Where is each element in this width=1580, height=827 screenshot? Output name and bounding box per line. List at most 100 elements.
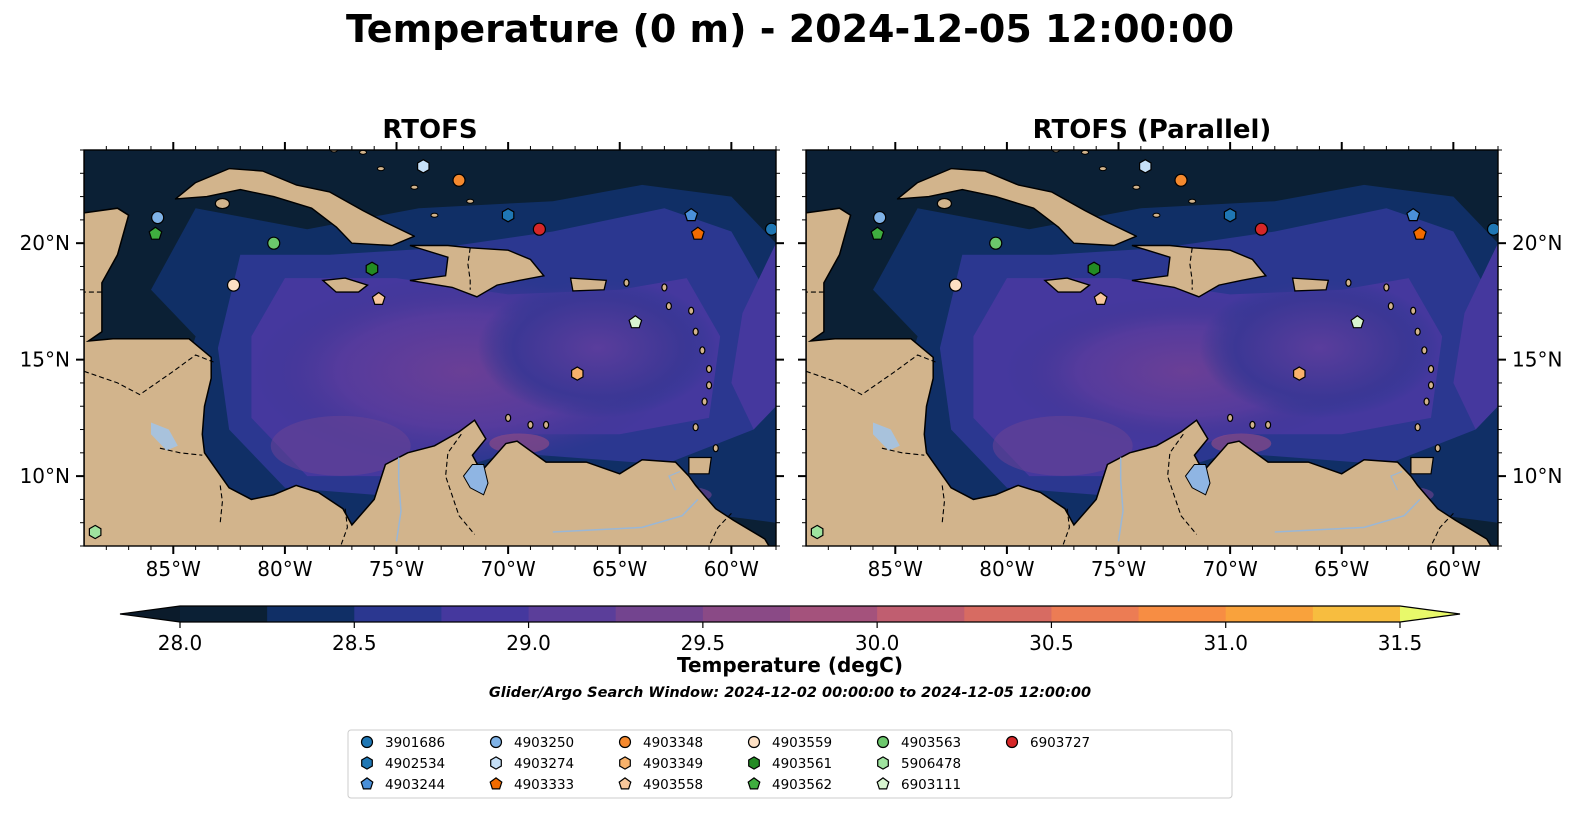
legend-entries: 3901686 4902534 4903244 4903250 4903274 49033… <box>360 735 1090 793</box>
legend-marker-6903111 <box>876 777 890 790</box>
colorbar-segment <box>790 606 878 622</box>
lake-nicaragua <box>873 422 900 451</box>
land-islet <box>1249 420 1256 429</box>
border <box>219 485 223 523</box>
y-tick-label: 20°N <box>1512 231 1562 255</box>
x-tick-label: 85°W <box>146 557 201 581</box>
x-tick-label: 60°W <box>704 557 759 581</box>
field-warm-core <box>1199 278 1440 418</box>
platform-marker-4903250 <box>873 210 887 225</box>
land-islet <box>1414 327 1421 336</box>
land-islet <box>1423 397 1430 406</box>
y-tick-label: 15°N <box>20 348 70 372</box>
colorbar-tick-label: 29.5 <box>681 631 726 655</box>
land-islet <box>623 278 630 287</box>
panel-title: RTOFS (Parallel) <box>1033 115 1272 145</box>
platform-marker-4903348 <box>452 173 466 187</box>
border <box>1430 513 1454 546</box>
land-cuba <box>896 167 1138 247</box>
legend-marker-3901686 <box>360 735 374 749</box>
land-isla-juventud <box>214 197 230 210</box>
lake-nicaragua <box>151 422 178 451</box>
border <box>1062 508 1070 546</box>
legend-label: 4903348 <box>643 735 703 751</box>
legend-label: 4903559 <box>772 735 832 751</box>
legend-entry: 6903727 <box>1005 735 1090 751</box>
field-warm-core <box>270 415 411 476</box>
land-isla-juventud <box>936 197 953 210</box>
colorbar-tick-label: 28.5 <box>332 631 377 655</box>
legend-label: 4903333 <box>514 777 574 793</box>
x-tick-label: 65°W <box>1314 557 1369 581</box>
platform-marker-4903559 <box>226 278 241 292</box>
platform-marker-5906478 <box>810 524 824 540</box>
colorbar-segment <box>180 606 268 622</box>
colorbar: 28.0 28.5 29.0 29.5 30.0 30.5 31.0 31.5 <box>119 605 1461 655</box>
land-islet <box>1132 184 1141 190</box>
legend-marker-4903561 <box>748 756 760 770</box>
land-islet <box>1264 420 1272 429</box>
platform-marker-4903348 <box>1174 173 1188 187</box>
platform-marker-4903563 <box>267 236 281 250</box>
x-tick-label: 70°W <box>481 557 536 581</box>
legend-label: 4902534 <box>385 756 445 772</box>
y-tick-label: 10°N <box>1512 464 1562 488</box>
river <box>552 498 699 533</box>
land-islet <box>1188 198 1197 204</box>
land-mainland <box>806 150 1492 546</box>
legend-entry: 4903244 <box>360 777 445 793</box>
platform-marker-4903561 <box>1087 261 1101 277</box>
land-islet <box>688 306 695 315</box>
land-islet <box>1434 444 1441 453</box>
figure-title: Temperature (0 m) - 2024-12-05 12:00:00 <box>346 7 1234 51</box>
legend-marker-4902534 <box>361 756 373 770</box>
land-cuba <box>174 167 416 247</box>
legend-label: 4903563 <box>901 735 961 751</box>
platform-marker-3901686 <box>764 222 776 236</box>
land-puerto-rico <box>569 277 608 292</box>
legend-label: 4903274 <box>514 756 574 772</box>
platform-marker-4903558 <box>1093 291 1108 305</box>
map-panel: RTOFS 85°W 80°W 75°W 70°W 65°W 60°W 10°N 15°N 20°… <box>20 115 784 581</box>
legend-marker-5906478 <box>877 756 889 770</box>
land-hispaniola <box>409 244 546 298</box>
border <box>84 354 214 396</box>
land-islet <box>527 420 534 429</box>
land-islet <box>692 327 699 336</box>
border <box>1167 433 1198 535</box>
legend-entry: 4903348 <box>618 735 703 751</box>
colorbar-segment <box>1312 606 1401 622</box>
legend-label: 6903727 <box>1030 735 1090 751</box>
lake-maracaibo <box>1184 464 1211 496</box>
colorbar-segment <box>702 606 791 622</box>
border <box>806 354 936 396</box>
platform-marker-4903558 <box>371 291 386 305</box>
platform-marker-6903727 <box>1254 222 1268 236</box>
legend-label: 4903349 <box>643 756 703 772</box>
platform-marker-4903563 <box>989 236 1003 250</box>
legend-entry: 6903111 <box>876 777 961 793</box>
river <box>1274 498 1421 533</box>
colorbar-segment <box>964 606 1052 622</box>
land-islet <box>661 283 668 292</box>
land-islet <box>1098 166 1107 172</box>
platform-marker-5906478 <box>88 524 102 540</box>
land-trinidad <box>1410 456 1434 475</box>
map-frame <box>805 149 1499 547</box>
legend-entry: 4903559 <box>747 735 832 751</box>
border <box>467 247 471 290</box>
land-islet <box>1427 381 1435 390</box>
platform-marker-4903244 <box>684 207 699 222</box>
colorbar-segment <box>441 606 530 622</box>
legend-entry: 4903558 <box>618 777 703 793</box>
platform-marker-4903561 <box>365 261 379 277</box>
y-tick-label: 10°N <box>20 464 70 488</box>
map-field <box>84 150 776 546</box>
legend-label: 3901686 <box>385 735 445 751</box>
land-islet <box>466 198 475 204</box>
land-islet <box>1081 150 1090 155</box>
panel-title: RTOFS <box>382 115 477 145</box>
platform-marker-4903562 <box>870 226 885 240</box>
land-jamaica <box>1043 277 1091 293</box>
x-tick-label: 85°W <box>868 557 923 581</box>
